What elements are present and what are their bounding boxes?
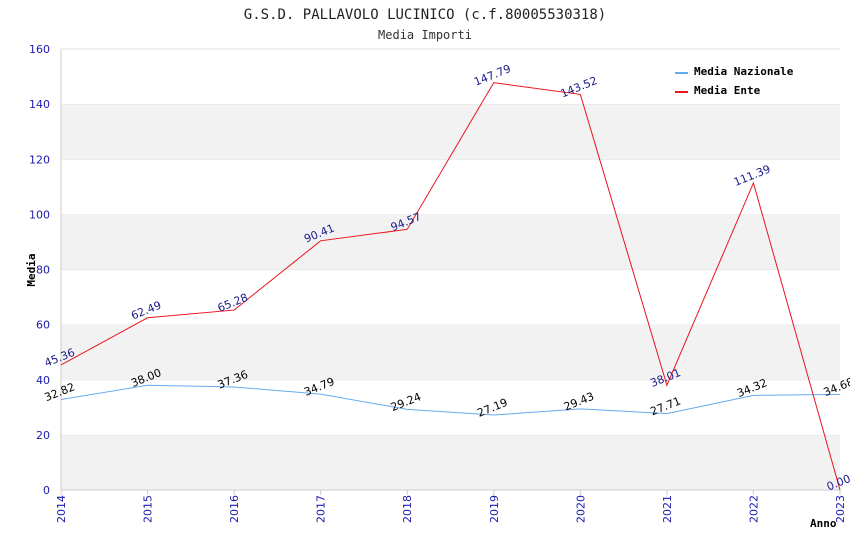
y-tick-label: 100 bbox=[29, 208, 50, 221]
y-axis-label: Media bbox=[25, 253, 38, 286]
y-tick-label: 140 bbox=[29, 98, 50, 111]
y-tick-label: 60 bbox=[36, 319, 50, 332]
y-tick-label: 120 bbox=[29, 153, 50, 166]
legend: Media Nazionale Media Ente bbox=[669, 60, 809, 101]
legend-label-nazionale: Media Nazionale bbox=[694, 65, 794, 78]
grid-band bbox=[61, 269, 840, 325]
y-tick-label: 0 bbox=[43, 484, 50, 497]
x-tick-label: 2019 bbox=[488, 495, 501, 523]
y-tick-label: 40 bbox=[36, 374, 50, 387]
x-tick-label: 2022 bbox=[747, 495, 760, 523]
x-tick-label: 2014 bbox=[55, 495, 68, 523]
x-axis-label: Anno bbox=[810, 517, 837, 530]
grid-band bbox=[61, 104, 840, 160]
series-lines bbox=[60, 82, 841, 491]
y-tick-labels: 0 20 40 60 80 100 120 140 160 bbox=[29, 43, 50, 497]
series-line-media-ente bbox=[60, 82, 841, 491]
chart-subtitle: Media Importi bbox=[378, 28, 472, 42]
x-tick-label: 2021 bbox=[661, 495, 674, 523]
chart-title: G.S.D. PALLAVOLO LUCINICO (c.f.800055303… bbox=[244, 7, 606, 23]
grid-band bbox=[61, 159, 840, 215]
legend-label-ente: Media Ente bbox=[694, 84, 761, 97]
x-tick-label: 2015 bbox=[142, 495, 155, 523]
x-tick-label: 2023 bbox=[834, 495, 847, 523]
grid-bands bbox=[61, 48, 840, 490]
series-line-media-nazionale bbox=[60, 384, 841, 416]
x-tick-label: 2017 bbox=[315, 495, 328, 523]
axes bbox=[60, 49, 841, 495]
grid-band bbox=[61, 324, 840, 380]
grid-band bbox=[61, 434, 840, 490]
grid-band bbox=[61, 214, 840, 270]
x-tick-label: 2016 bbox=[228, 495, 241, 523]
legend-box bbox=[669, 60, 809, 101]
x-tick-label: 2020 bbox=[574, 495, 587, 523]
x-tick-label: 2018 bbox=[401, 495, 414, 523]
y-tick-label: 20 bbox=[36, 429, 50, 442]
y-tick-label: 160 bbox=[29, 43, 50, 56]
y-tick-label: 80 bbox=[36, 264, 50, 277]
x-tick-labels: 2014 2015 2016 2017 2018 2019 2020 2021 2022 2023 bbox=[55, 495, 847, 523]
grid-band bbox=[61, 379, 840, 435]
